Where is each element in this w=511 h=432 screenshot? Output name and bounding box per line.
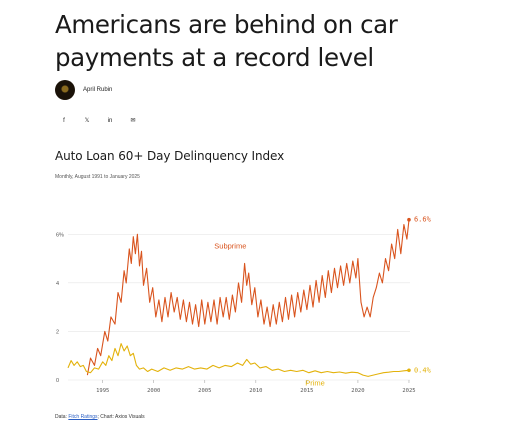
x-tick-label: 2015: [300, 388, 313, 394]
y-tick-label: 0: [56, 378, 59, 384]
x-icon: 𝕏: [84, 118, 90, 124]
x-tick-label: 1995: [96, 388, 109, 394]
chart-source: Data: Fitch Ratings; Chart: Axios Visual…: [55, 414, 145, 420]
series-line-prime: [67, 343, 410, 377]
chart-subtitle: Monthly, August 1991 to January 2025: [55, 174, 140, 180]
x-share-button[interactable]: 𝕏: [78, 114, 96, 127]
series-end-label-prime: 0.4%: [414, 366, 432, 374]
share-bar: f 𝕏 in ✉: [55, 114, 142, 127]
linkedin-share-button[interactable]: in: [101, 114, 119, 127]
byline: April Rubin: [55, 79, 112, 101]
linkedin-icon: in: [107, 117, 113, 124]
x-tick-label: 2010: [249, 388, 262, 394]
author-name[interactable]: April Rubin: [83, 87, 113, 93]
x-tick-label: 2005: [198, 388, 211, 394]
avatar[interactable]: [55, 80, 75, 100]
email-share-button[interactable]: ✉: [124, 114, 142, 127]
article-headline: Americans are behind on car payments at …: [55, 10, 398, 72]
series-name-label-prime: Prime: [305, 379, 325, 388]
x-tick-label: 2025: [402, 388, 415, 394]
fitch-ratings-link[interactable]: Fitch Ratings: [68, 414, 98, 420]
y-tick-label: 6%: [56, 232, 64, 238]
x-tick-label: 2020: [351, 388, 364, 394]
facebook-icon: f: [63, 117, 65, 124]
source-suffix: ; Chart: Axios Visuals: [97, 414, 145, 420]
series-name-label-subprime: Subprime: [214, 241, 246, 250]
x-tick-label: 2000: [147, 388, 160, 394]
y-tick-label: 4: [56, 281, 59, 287]
series-endpoint-prime: [407, 368, 411, 373]
y-tick-label: 2: [56, 329, 59, 335]
source-prefix: Data:: [55, 414, 69, 420]
email-icon: ✉: [130, 118, 136, 124]
series-endpoint-subprime: [407, 217, 411, 222]
facebook-share-button[interactable]: f: [55, 114, 73, 127]
series-end-label-subprime: 6.6%: [414, 216, 432, 224]
chart-title: Auto Loan 60+ Day Delinquency Index: [55, 149, 285, 163]
series-line-subprime: [86, 219, 410, 376]
